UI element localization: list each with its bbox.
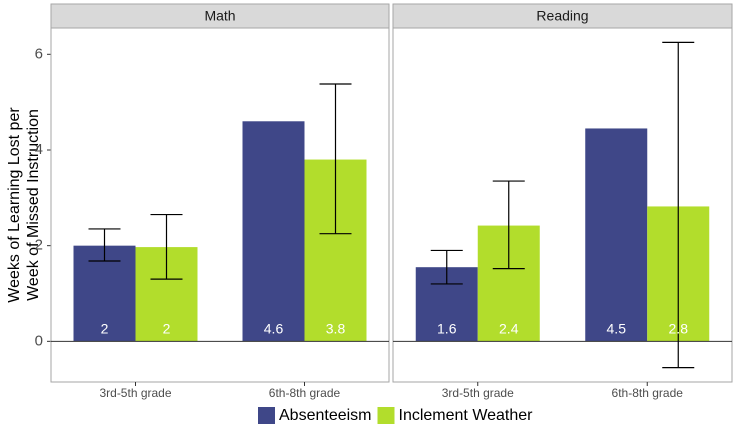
bar-data-label: 2.8 [669,320,689,336]
bar-data-label: 4.6 [264,320,284,336]
x-tick-label: 3rd-5th grade [442,386,514,400]
bar-data-label: 1.6 [437,320,457,336]
y-tick-label: 0 [35,332,43,349]
bar [242,121,305,342]
x-tick-label: 6th-8th grade [612,386,684,400]
legend-swatch [377,407,395,424]
y-tick-label: 6 [35,45,43,62]
facet-strip [50,3,390,29]
y-tick-label: 4 [35,141,43,158]
legend-label: Inclement Weather [399,407,534,424]
y-axis-label-line-2: Week of Missed Instruction [25,109,42,301]
bar-data-label: 2 [101,320,109,336]
bar-data-label: 2 [163,320,171,336]
bar-data-label: 2.4 [499,320,519,336]
x-tick-label: 3rd-5th grade [99,386,171,400]
legend-label: Absenteeism [279,407,372,424]
facet-title: Reading [536,8,588,24]
y-axis-label-line-1: Weeks of Learning Lost per [6,107,23,303]
facet-title: Math [204,8,235,24]
legend-swatch [258,407,275,424]
x-tick-label: 6th-8th grade [269,386,341,400]
y-tick-label: 2 [35,237,43,254]
bar [73,245,136,342]
bar-data-label: 3.8 [326,320,346,336]
bar [585,128,648,342]
bar-data-label: 4.5 [607,320,627,336]
